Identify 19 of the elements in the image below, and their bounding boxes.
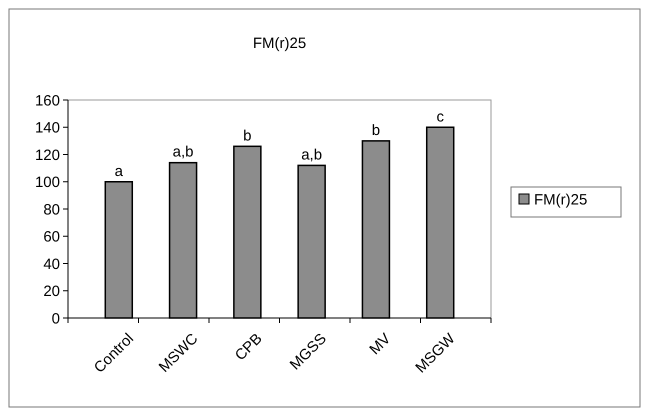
y-tick-label: 80 <box>43 201 60 218</box>
y-tick-label: 20 <box>43 283 60 300</box>
chart-title: FM(r)25 <box>252 35 306 52</box>
legend-label: FM(r)25 <box>534 191 588 208</box>
x-tick-label: MV <box>366 330 394 358</box>
x-tick-label: CPB <box>232 330 266 364</box>
annotation: b <box>372 122 380 139</box>
y-tick-label: 160 <box>34 92 60 110</box>
y-tick-label: 120 <box>34 146 60 164</box>
annotation: a,b <box>301 146 322 164</box>
annotation: b <box>243 127 252 144</box>
y-tick-label: 0 <box>52 310 60 328</box>
y-tick-label: 40 <box>43 256 60 273</box>
annotation: a <box>114 162 124 180</box>
annotation: c <box>436 108 444 126</box>
y-tick-label: 60 <box>43 228 60 246</box>
y-tick-label: 140 <box>34 120 60 136</box>
y-tick-label: 100 <box>34 174 60 191</box>
annotation: a,b <box>172 144 194 161</box>
